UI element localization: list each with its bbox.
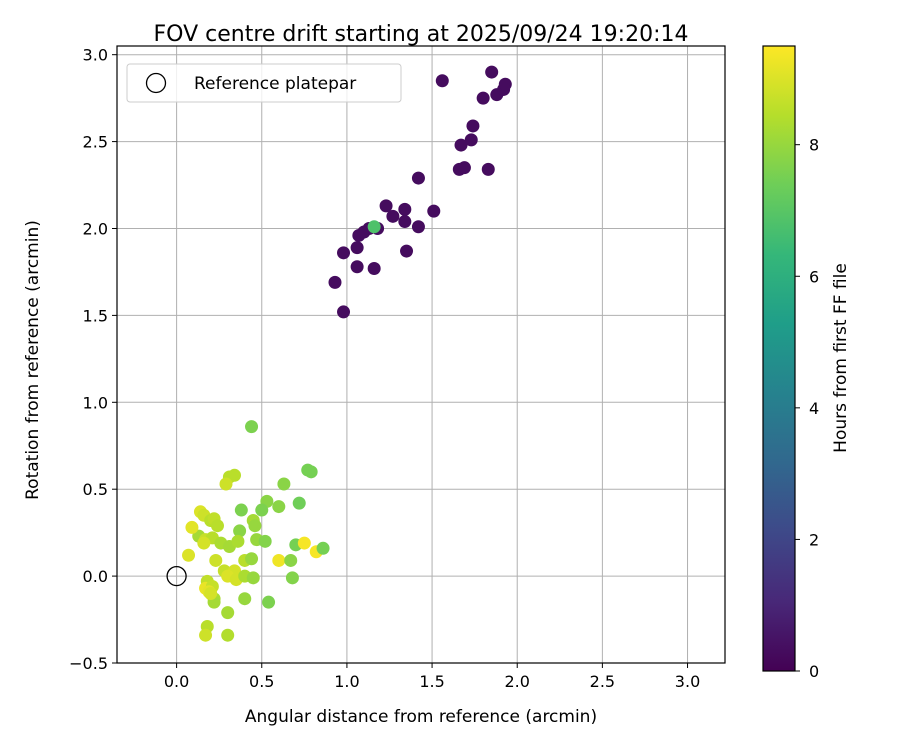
- data-point-early: [454, 138, 468, 152]
- data-point-late: [245, 420, 259, 434]
- x-tick-label: 2.5: [590, 672, 615, 691]
- data-point-late: [272, 553, 286, 567]
- data-point-late: [233, 524, 247, 538]
- data-point-early: [367, 220, 381, 234]
- data-point-late: [258, 534, 272, 548]
- y-tick-label: 2.0: [83, 219, 108, 238]
- data-point-late: [219, 477, 233, 491]
- data-point-early: [350, 241, 364, 255]
- data-point-early: [481, 162, 495, 176]
- x-tick-label: 3.0: [675, 672, 700, 691]
- x-tick-label: 1.0: [334, 672, 359, 691]
- data-point-late: [272, 500, 286, 514]
- data-point-early: [398, 202, 412, 216]
- y-tick-label: 1.0: [83, 393, 108, 412]
- data-point-late: [297, 536, 311, 550]
- data-point-late: [316, 541, 330, 555]
- data-point-early: [386, 209, 400, 223]
- data-point-late: [185, 520, 199, 534]
- reference-platepar-marker: [166, 565, 187, 587]
- colorbar-gradient: [762, 45, 796, 672]
- y-tick-label: 2.5: [83, 133, 108, 152]
- y-tick-label: 0.0: [83, 567, 108, 586]
- x-axis-ticks: 0.0 0.5 1.0 1.5 2.0 2.5 3.0: [164, 663, 700, 691]
- colorbar-ticks: 0 2 4 6 8: [795, 136, 819, 681]
- y-axis-ticks: −0.5 0.0 0.5 1.0 1.5 2.0 2.5 3.0: [69, 46, 117, 673]
- data-point-late: [182, 548, 196, 562]
- colorbar-tick-label: 0: [809, 662, 819, 681]
- x-tick-label: 0.5: [249, 672, 274, 691]
- data-point-late: [255, 503, 269, 517]
- data-point-early: [427, 204, 441, 218]
- data-point-late: [262, 595, 276, 609]
- colorbar-label: Hours from first FF file: [831, 263, 851, 453]
- data-point-late: [209, 553, 223, 567]
- colorbar: 0 2 4 6 8 Hours from first FF file: [762, 45, 851, 681]
- data-point-early: [457, 161, 471, 175]
- data-point-early: [476, 91, 490, 105]
- data-point-early: [398, 215, 412, 229]
- data-point-late: [234, 503, 248, 517]
- data-point-late: [285, 571, 299, 585]
- plot-area: [117, 46, 725, 663]
- data-point-late: [221, 606, 235, 620]
- data-point-early: [411, 171, 425, 185]
- data-point-early: [337, 305, 351, 319]
- data-point-late: [246, 571, 260, 585]
- y-tick-label: 0.5: [83, 480, 108, 499]
- colorbar-tick-label: 4: [809, 399, 819, 418]
- data-point-late: [248, 519, 262, 533]
- data-point-early: [400, 244, 414, 258]
- data-point-early: [464, 133, 478, 147]
- data-point-early: [498, 77, 512, 91]
- data-point-early: [466, 119, 480, 133]
- legend: Reference platepar: [126, 63, 402, 103]
- data-point-early: [328, 275, 342, 289]
- data-point-early: [337, 246, 351, 260]
- data-point-late: [245, 552, 259, 566]
- data-point-late: [197, 536, 211, 550]
- legend-reference-marker: [145, 72, 167, 94]
- colorbar-tick-label: 2: [809, 530, 819, 549]
- data-points: [182, 65, 512, 642]
- legend-entry-label: Reference platepar: [194, 74, 356, 94]
- data-point-late: [204, 586, 218, 600]
- y-tick-label: 3.0: [83, 46, 108, 65]
- data-point-early: [411, 220, 425, 234]
- data-point-early: [379, 199, 393, 213]
- data-point-late: [238, 592, 252, 606]
- x-axis-label: Angular distance from reference (arcmin): [245, 707, 597, 727]
- colorbar-tick-label: 6: [809, 267, 819, 286]
- y-tick-label: −0.5: [69, 654, 108, 673]
- reference-marker: [166, 565, 187, 587]
- colorbar-tick-label: 8: [809, 136, 819, 155]
- chart-title: FOV centre drift starting at 2025/09/24 …: [154, 22, 689, 47]
- x-tick-label: 1.5: [419, 672, 444, 691]
- data-point-late: [199, 628, 213, 642]
- data-point-late: [277, 477, 291, 491]
- data-point-early: [350, 260, 364, 274]
- data-point-late: [292, 496, 306, 510]
- legend-box: [126, 63, 402, 103]
- data-point-early: [435, 74, 449, 88]
- data-point-early: [485, 65, 499, 79]
- y-tick-label: 1.5: [83, 306, 108, 325]
- data-point-late: [231, 534, 245, 548]
- data-point-late: [284, 553, 298, 567]
- data-point-early: [367, 261, 381, 275]
- x-tick-label: 2.0: [504, 672, 529, 691]
- data-point-late: [221, 628, 235, 642]
- data-point-late: [304, 465, 318, 479]
- data-point-late: [210, 519, 224, 533]
- y-axis-label: Rotation from reference (arcmin): [23, 220, 43, 500]
- plot-frame: [116, 45, 726, 664]
- x-tick-label: 0.0: [164, 672, 189, 691]
